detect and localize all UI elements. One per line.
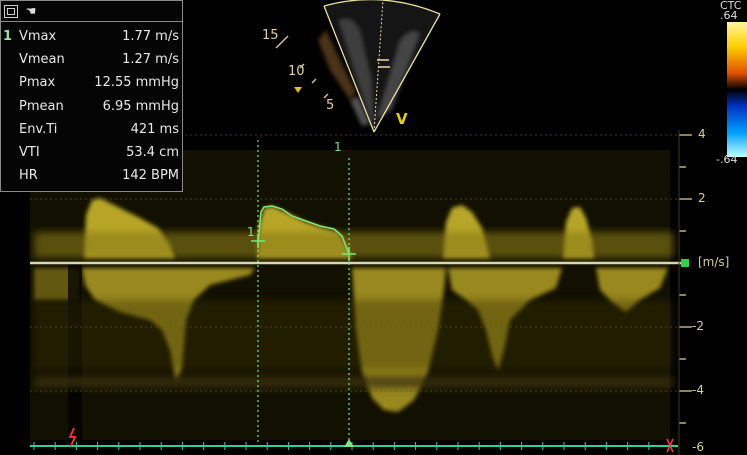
sector-outline	[323, 5, 441, 133]
color-scale-top-label: CTC	[720, 0, 742, 12]
measurement-label: HR	[19, 168, 38, 184]
time-end-marker	[666, 438, 674, 453]
measurement-label: Pmean	[19, 98, 64, 114]
measurement-row-vmean: Vmean 1.27 m/s	[1, 48, 184, 71]
measurement-label: Pmax	[19, 75, 56, 91]
measurement-row-env-ti: Env.Ti 421 ms	[1, 118, 184, 141]
cursor-label: 1	[334, 140, 342, 154]
measurement-value: 53.4 cm	[126, 144, 179, 160]
depth-label-10: 10	[288, 64, 305, 79]
measurement-label: Env.Ti	[19, 121, 58, 137]
cursor-position-marker[interactable]	[344, 439, 354, 447]
measurement-index: 1	[3, 29, 13, 44]
color-scale-min: -.64	[716, 153, 738, 166]
measurement-results-panel: ☚ 1 Vmax 1.77 m/s Vmean 1.27 m/s Pmax 12…	[0, 0, 183, 192]
depth-label-5: 5	[326, 98, 335, 113]
measurement-value: 12.55 mmHg	[94, 75, 179, 91]
measurement-row-pmax: Pmax 12.55 mmHg	[1, 71, 184, 94]
doppler-grid	[30, 134, 678, 392]
lower-haze	[34, 300, 674, 388]
scale-tick-2: 2	[698, 191, 706, 205]
velocity-scale-ticks	[679, 134, 692, 424]
measurement-label: Vmean	[19, 52, 65, 68]
color-velocity-bar	[727, 22, 747, 157]
measurement-value: 1.27 m/s	[122, 52, 179, 68]
color-scale-max: .64	[720, 9, 738, 22]
measurement-row-vmax: 1 Vmax 1.77 m/s	[1, 25, 184, 48]
orientation-marker: V	[396, 110, 408, 128]
depth-ruler	[275, 35, 329, 99]
velocity-units: [m/s]	[698, 255, 730, 269]
window-icon[interactable]	[4, 4, 18, 18]
depth-label-15: 15	[262, 28, 279, 43]
scale-tick-neg4: -4	[692, 383, 704, 397]
measurement-row-vti: VTI 53.4 cm	[1, 141, 184, 164]
depth-focus-marker	[294, 87, 302, 93]
time-ticks	[33, 442, 650, 450]
scale-tick-4: 4	[698, 127, 706, 141]
measurement-value: 142 BPM	[122, 168, 179, 184]
scale-tick-neg2: -2	[692, 319, 704, 333]
caliper-cross-start[interactable]	[251, 234, 265, 248]
measurement-row-pmean: Pmean 6.95 mmHg	[1, 95, 184, 118]
measurement-value: 1.77 m/s	[122, 29, 179, 44]
r-wave-marker	[68, 427, 77, 447]
measurement-label: Vmax	[19, 29, 57, 44]
sector-image	[275, 0, 441, 133]
measurement-value: 421 ms	[130, 121, 179, 137]
measurement-label: VTI	[19, 144, 40, 160]
baseline-marker	[681, 259, 689, 267]
measurement-row-hr: HR 142 BPM	[1, 164, 184, 187]
caliper-point-label: 1	[247, 225, 255, 239]
panel-toolbar: ☚	[1, 1, 182, 22]
scale-tick-neg6: -6	[692, 440, 704, 454]
velocity-trace[interactable]	[257, 205, 350, 255]
caliper-cross-end[interactable]	[342, 247, 356, 261]
measurement-list: 1 Vmax 1.77 m/s Vmean 1.27 m/s Pmax 12.5…	[1, 25, 184, 187]
measurement-value: 6.95 mmHg	[102, 98, 179, 114]
hand-icon[interactable]: ☚	[25, 3, 37, 18]
